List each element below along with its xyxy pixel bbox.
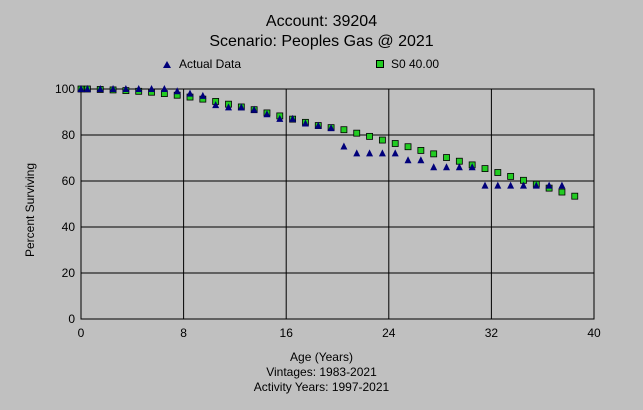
actual-data-point: [237, 103, 245, 111]
actual-data-point: [340, 142, 348, 150]
fitted-point: [340, 126, 348, 134]
actual-data-point: [353, 149, 361, 157]
x-tick-label: 40: [587, 326, 601, 340]
legend-label-s0: S0 40.00: [391, 57, 440, 71]
actual-data-point: [109, 85, 117, 92]
actual-data-point: [224, 103, 232, 111]
x-axis-label: Age (Years): [290, 350, 353, 364]
chart-subtitle: Scenario: Peoples Gas @ 2021: [209, 33, 434, 50]
y-tick-label: 0: [68, 312, 75, 326]
actual-data-point: [173, 87, 181, 95]
fitted-point: [443, 154, 450, 161]
actual-data-point: [430, 163, 438, 171]
fitted-point: [494, 169, 502, 176]
x-tick-label: 8: [180, 326, 187, 340]
actual-data-point: [519, 181, 527, 189]
chart-title: Account: 39204: [265, 13, 378, 30]
square-marker-icon: [376, 60, 384, 68]
fitted-point: [391, 140, 399, 147]
fitted-point: [404, 143, 412, 151]
x-tick-label: 32: [485, 326, 499, 340]
actual-data-point: [96, 85, 104, 92]
actual-data-point: [468, 163, 476, 171]
actual-data-point: [404, 156, 412, 164]
y-axis-label: Percent Surviving: [23, 163, 37, 257]
actual-data-point: [558, 181, 566, 189]
actual-data-point: [301, 119, 309, 127]
fitted-point: [378, 136, 386, 144]
fitted-point: [571, 192, 579, 200]
x-tick-label: 16: [280, 326, 294, 340]
actual-data-point: [289, 114, 297, 122]
fitted-point: [558, 188, 566, 196]
fitted-point: [417, 147, 425, 154]
y-tick-label: 60: [62, 174, 76, 188]
actual-data-point: [148, 85, 156, 92]
triangle-marker-icon: [163, 60, 171, 68]
actual-data-point: [545, 181, 553, 189]
plot-frame: [80, 88, 595, 320]
actual-data-point: [378, 149, 386, 157]
legend-item-s0: S0 40.00: [376, 57, 439, 71]
y-tick-label: 40: [62, 220, 76, 234]
actual-data-point: [276, 114, 284, 122]
x-tick-label: 24: [382, 326, 396, 340]
fitted-point: [507, 172, 515, 180]
actual-data-point: [532, 181, 540, 189]
actual-data-point: [327, 124, 335, 132]
fitted-point: [366, 132, 373, 140]
actual-data-point: [443, 163, 451, 171]
activity-years-note: Activity Years: 1997-2021: [253, 380, 390, 394]
y-tick-label: 20: [62, 266, 76, 280]
actual-data-point: [417, 156, 425, 164]
actual-data-point: [481, 181, 489, 189]
y-tick-label: 100: [55, 82, 75, 96]
actual-data-point: [186, 89, 194, 97]
fitted-point: [481, 165, 489, 172]
actual-data-point: [507, 181, 515, 189]
actual-data-point: [314, 121, 322, 129]
fitted-point: [430, 150, 438, 158]
actual-data-point: [250, 105, 258, 113]
actual-data-point: [135, 85, 143, 92]
actual-data-point: [83, 85, 91, 92]
actual-data-point: [199, 91, 207, 99]
vintages-note: Vintages: 1983-2021: [266, 365, 377, 379]
x-tick-label: 0: [78, 326, 85, 340]
actual-data-point: [263, 110, 271, 118]
fitted-point: [353, 129, 361, 137]
legend-label-actual: Actual Data: [179, 57, 242, 71]
y-tick-label: 80: [62, 128, 76, 142]
actual-data-point: [391, 149, 399, 157]
actual-data-point: [366, 149, 374, 157]
actual-data-point: [122, 85, 130, 92]
actual-data-point: [494, 181, 502, 189]
actual-data-point: [212, 101, 220, 109]
legend-item-actual: Actual Data: [163, 57, 241, 71]
actual-data-point: [455, 163, 463, 171]
actual-data-point: [77, 85, 85, 92]
actual-data-point: [160, 85, 168, 92]
